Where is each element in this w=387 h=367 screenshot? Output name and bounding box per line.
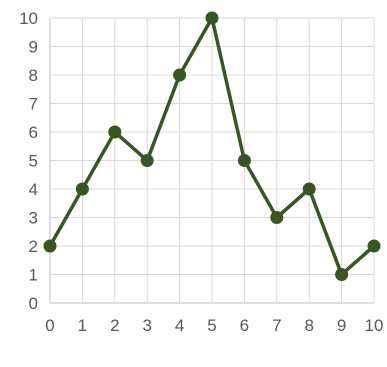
- y-tick-label: 1: [29, 266, 38, 285]
- x-tick-label: 2: [110, 316, 119, 335]
- y-tick-label: 9: [29, 38, 38, 57]
- y-tick-label: 4: [29, 180, 38, 199]
- y-tick-label: 6: [29, 123, 38, 142]
- y-tick-label: 3: [29, 209, 38, 228]
- data-point: [368, 240, 380, 252]
- data-point: [76, 183, 88, 195]
- x-tick-label: 3: [142, 316, 151, 335]
- x-tick-label: 4: [175, 316, 184, 335]
- data-point: [109, 126, 121, 138]
- x-tick-label: 5: [207, 316, 216, 335]
- x-tick-label: 6: [240, 316, 249, 335]
- y-tick-label: 5: [29, 152, 38, 171]
- y-tick-label: 0: [29, 294, 38, 313]
- data-point: [141, 155, 153, 167]
- y-tick-labels: 0 1 2 3 4 5 6 7 8 9 10: [19, 9, 38, 313]
- x-tick-label: 10: [365, 316, 384, 335]
- x-tick-label: 8: [304, 316, 313, 335]
- data-point: [271, 212, 283, 224]
- data-point: [174, 69, 186, 81]
- x-tick-label: 1: [78, 316, 87, 335]
- y-tick-label: 7: [29, 95, 38, 114]
- data-point: [206, 12, 218, 24]
- x-tick-labels: 0 1 2 3 4 5 6 7 8 9 10: [45, 316, 383, 335]
- x-tick-label: 7: [272, 316, 281, 335]
- data-point: [303, 183, 315, 195]
- data-point: [44, 240, 56, 252]
- y-tick-label: 2: [29, 237, 38, 256]
- x-tick-label: 0: [45, 316, 54, 335]
- y-tick-label: 10: [19, 9, 38, 28]
- y-tick-label: 8: [29, 66, 38, 85]
- data-point: [336, 269, 348, 281]
- x-tick-label: 9: [337, 316, 346, 335]
- data-point: [238, 155, 250, 167]
